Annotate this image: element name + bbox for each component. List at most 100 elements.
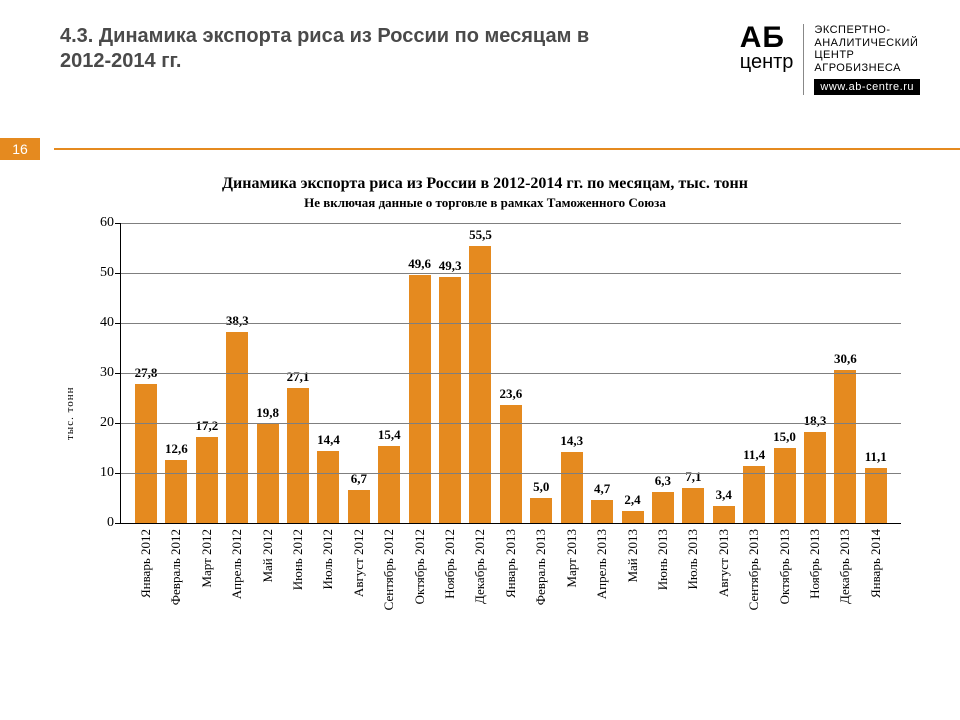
page-root: 4.3. Динамика экспорта риса из России по… — [0, 0, 960, 720]
x-tick-label: Январь 2014 — [868, 529, 884, 598]
y-tick-label: 30 — [74, 365, 114, 381]
bar — [348, 490, 370, 524]
plot-wrap: 27,812,617,238,319,827,114,46,715,449,64… — [120, 223, 900, 523]
chart-area: Динамика экспорта риса из России в 2012-… — [60, 175, 910, 523]
bar — [530, 498, 552, 523]
bar — [561, 452, 583, 524]
x-tick-label: Август 2013 — [716, 529, 732, 597]
chart-subtitle: Не включая данные о торговле в рамках Та… — [60, 195, 910, 211]
x-tick-label: Январь 2012 — [138, 529, 154, 598]
bar-slot: 5,0 — [526, 498, 556, 523]
x-tick-label: Март 2013 — [564, 529, 580, 588]
x-tick-label: Сентябрь 2013 — [746, 529, 762, 610]
bar-slot: 49,6 — [405, 275, 435, 523]
bar — [378, 446, 400, 523]
bar-slot: 3,4 — [709, 506, 739, 523]
plot: 27,812,617,238,319,827,114,46,715,449,64… — [120, 223, 901, 524]
x-tick-label: Июнь 2013 — [655, 529, 671, 590]
bar-value-label: 27,1 — [287, 369, 310, 385]
y-tick-label: 50 — [74, 265, 114, 281]
stripe-line — [54, 148, 960, 150]
stripe-row: 16 — [0, 138, 960, 160]
bar-slot: 38,3 — [222, 332, 252, 524]
logo-tagline: ЭКСПЕРТНО- АНАЛИТИЧЕСКИЙ ЦЕНТР АГРОБИЗНЕ… — [814, 24, 920, 75]
bar-value-label: 2,4 — [624, 492, 640, 508]
bar-slot: 55,5 — [465, 246, 495, 524]
logo-right: ЭКСПЕРТНО- АНАЛИТИЧЕСКИЙ ЦЕНТР АГРОБИЗНЕ… — [814, 24, 920, 95]
grid-line — [121, 223, 901, 224]
bar-slot: 49,3 — [435, 277, 465, 524]
x-tick-label: Апрель 2012 — [229, 529, 245, 599]
page-number-tab: 16 — [0, 138, 40, 160]
bar-value-label: 11,1 — [865, 449, 887, 465]
grid-line — [121, 373, 901, 374]
x-tick-label: Октябрь 2012 — [412, 529, 428, 604]
y-tickmark — [115, 423, 121, 424]
x-tick-label: Декабрь 2013 — [837, 529, 853, 604]
bar — [652, 492, 674, 524]
bar-slot: 12,6 — [161, 460, 191, 523]
bar-slot: 11,4 — [739, 466, 769, 523]
y-tickmark — [115, 473, 121, 474]
bar — [135, 384, 157, 523]
bar-value-label: 15,0 — [773, 429, 796, 445]
bar-value-label: 7,1 — [685, 469, 701, 485]
bar — [469, 246, 491, 524]
y-tickmark — [115, 223, 121, 224]
bar-slot: 27,8 — [131, 384, 161, 523]
bar-slot: 27,1 — [283, 388, 313, 524]
logo-block: АБ центр ЭКСПЕРТНО- АНАЛИТИЧЕСКИЙ ЦЕНТР … — [740, 24, 920, 95]
bar-value-label: 55,5 — [469, 227, 492, 243]
grid-line — [121, 423, 901, 424]
bar-slot: 4,7 — [587, 500, 617, 524]
bar-value-label: 3,4 — [716, 487, 732, 503]
logo-ab: АБ центр — [740, 24, 794, 72]
y-axis-title: тыс. тонн — [64, 386, 76, 440]
bar-value-label: 49,3 — [439, 258, 462, 274]
y-tickmark — [115, 323, 121, 324]
bar-value-label: 30,6 — [834, 351, 857, 367]
x-tick-label: Апрель 2013 — [594, 529, 610, 599]
bar — [409, 275, 431, 523]
bar-value-label: 6,3 — [655, 473, 671, 489]
bar — [804, 432, 826, 524]
x-tick-label: Декабрь 2012 — [472, 529, 488, 604]
bar — [774, 448, 796, 523]
bar-value-label: 18,3 — [804, 413, 827, 429]
bar — [834, 370, 856, 523]
bar-slot: 2,4 — [618, 511, 648, 523]
x-tick-label: Июль 2012 — [320, 529, 336, 589]
title-block: 4.3. Динамика экспорта риса из России по… — [60, 24, 620, 74]
page-title: 4.3. Динамика экспорта риса из России по… — [60, 24, 620, 74]
y-tickmark — [115, 273, 121, 274]
bar-value-label: 19,8 — [256, 405, 279, 421]
bar — [165, 460, 187, 523]
x-tick-label: Август 2012 — [351, 529, 367, 597]
x-tick-label: Июнь 2012 — [290, 529, 306, 590]
x-tick-label: Январь 2013 — [503, 529, 519, 598]
bar-value-label: 15,4 — [378, 427, 401, 443]
x-tick-label: Май 2013 — [625, 529, 641, 583]
y-tickmark — [115, 523, 121, 524]
bar-slot: 14,4 — [313, 451, 343, 523]
bar-slot: 17,2 — [192, 437, 222, 523]
x-tick-label: Февраль 2013 — [533, 529, 549, 605]
grid-line — [121, 473, 901, 474]
logo-separator — [803, 24, 804, 95]
bar — [622, 511, 644, 523]
bar-slot: 7,1 — [678, 488, 708, 524]
bar-value-label: 5,0 — [533, 479, 549, 495]
chart-title: Динамика экспорта риса из России в 2012-… — [60, 175, 910, 193]
y-tick-label: 10 — [74, 465, 114, 481]
bar — [287, 388, 309, 524]
bar — [226, 332, 248, 524]
x-tick-label: Май 2012 — [260, 529, 276, 583]
x-tick-label: Ноябрь 2013 — [807, 529, 823, 599]
bar — [317, 451, 339, 523]
bar-value-label: 49,6 — [408, 256, 431, 272]
grid-line — [121, 323, 901, 324]
bar-slot: 18,3 — [800, 432, 830, 524]
bar-slot: 11,1 — [861, 468, 891, 524]
y-tick-label: 20 — [74, 415, 114, 431]
grid-line — [121, 273, 901, 274]
